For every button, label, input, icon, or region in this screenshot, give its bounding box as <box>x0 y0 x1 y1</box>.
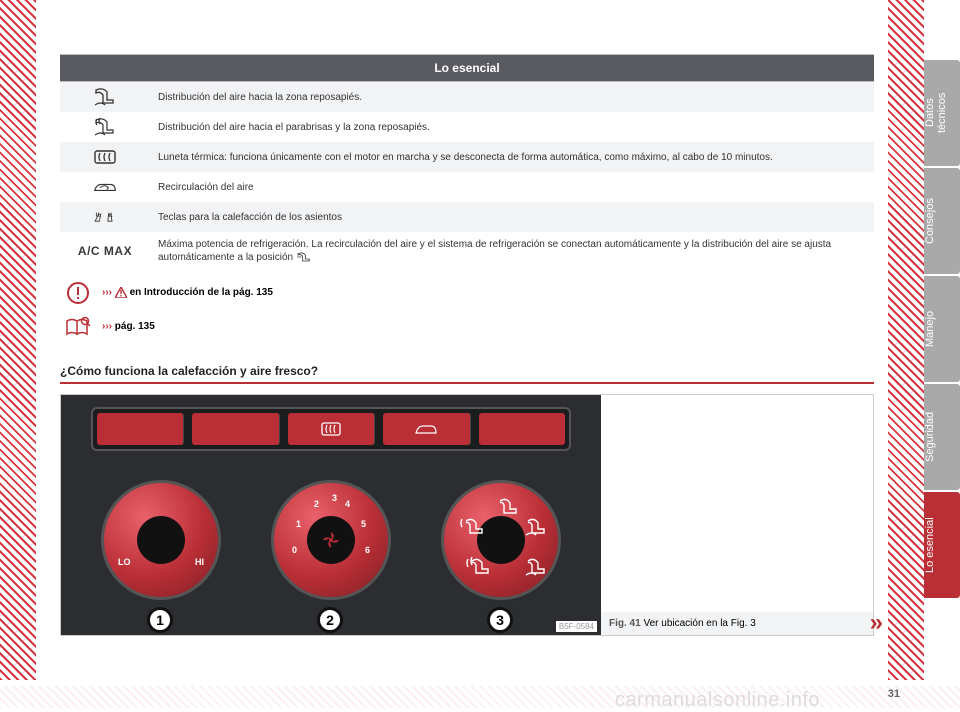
figure-number: Fig. 41 <box>609 618 641 629</box>
fan-num: 5 <box>361 519 366 529</box>
continued-icon: » <box>870 609 883 637</box>
table-row: Recirculación del aire <box>60 172 874 202</box>
reference-notes: ››› en Introducción de la pág. 135 ››› p… <box>60 276 874 342</box>
row-text: Distribución del aire hacia la zona repo… <box>150 85 874 110</box>
air-face-icon <box>296 251 312 263</box>
decor-hatch-right <box>888 0 924 680</box>
dial-lo-label: LO <box>118 557 131 567</box>
icon-description-table: Distribución del aire hacia la zona repo… <box>60 82 874 270</box>
fan-icon <box>307 516 355 564</box>
hvac-button <box>97 413 184 445</box>
section-header: Lo esencial <box>60 54 874 82</box>
ac-max-icon: A/C MAX <box>60 244 150 258</box>
row-text-span: Máxima potencia de refrigeración. La rec… <box>158 239 831 263</box>
warning-triangle-icon <box>115 287 127 298</box>
hvac-button <box>192 413 279 445</box>
hvac-panel-illustration: LO HI 0 1 2 3 4 5 6 <box>61 395 601 635</box>
side-tabs: Datos técnicos Consejos Manejo Seguridad… <box>924 60 960 600</box>
hvac-button-defrost <box>288 413 375 445</box>
warning-reference: ››› en Introducción de la pág. 135 <box>60 276 874 310</box>
manual-page: Datos técnicos Consejos Manejo Seguridad… <box>0 0 960 708</box>
tab-datos-tecnicos[interactable]: Datos técnicos <box>924 60 960 166</box>
callout-2: 2 <box>317 607 343 633</box>
fan-num: 1 <box>296 519 301 529</box>
subsection-heading: ¿Cómo funciona la calefacción y aire fre… <box>60 352 874 384</box>
tab-consejos[interactable]: Consejos <box>924 168 960 274</box>
hvac-button <box>479 413 565 445</box>
warning-ref-text: en Introducción de la pág. 135 <box>130 288 273 299</box>
tab-lo-esencial[interactable]: Lo esencial <box>924 492 960 598</box>
rear-defrost-icon <box>60 147 150 167</box>
fan-num: 6 <box>365 545 370 555</box>
figure-caption-area: Fig. 41 Ver ubicación en la Fig. 3 » <box>601 395 873 635</box>
figure-41: LO HI 0 1 2 3 4 5 6 <box>60 394 874 636</box>
dial-hi-label: HI <box>195 557 204 567</box>
row-text: Distribución del aire hacia el parabrisa… <box>150 115 874 140</box>
table-row: Luneta térmica: funciona únicamente con … <box>60 142 874 172</box>
chevrons: ››› <box>102 321 112 332</box>
distribution-glyphs <box>444 483 564 603</box>
tab-manejo[interactable]: Manejo <box>924 276 960 382</box>
callout-3: 3 <box>487 607 513 633</box>
decor-hatch-left <box>0 0 36 680</box>
figure-caption-text: Ver ubicación en la Fig. 3 <box>643 618 755 629</box>
figure-caption: Fig. 41 Ver ubicación en la Fig. 3 <box>601 612 873 635</box>
row-text: Teclas para la calefacción de los asient… <box>150 205 874 230</box>
row-text: Máxima potencia de refrigeración. La rec… <box>150 232 874 270</box>
row-text: Recirculación del aire <box>150 175 874 200</box>
air-distribution-dial <box>441 480 561 600</box>
fan-num: 2 <box>314 499 319 509</box>
temperature-dial: LO HI <box>101 480 221 600</box>
fan-num: 3 <box>332 493 337 503</box>
fan-num: 4 <box>345 499 350 509</box>
warning-circle-icon <box>60 282 96 304</box>
tab-seguridad[interactable]: Seguridad <box>924 384 960 490</box>
table-row: A/C MAX Máxima potencia de refrigeración… <box>60 232 874 270</box>
row-text: Luneta térmica: funciona únicamente con … <box>150 145 874 170</box>
fan-speed-dial: 0 1 2 3 4 5 6 <box>271 480 391 600</box>
chevrons: ››› <box>102 288 112 299</box>
seat-heating-icon <box>60 207 150 227</box>
page-number: 31 <box>888 688 900 700</box>
manual-ref-text: pág. 135 <box>115 321 155 332</box>
air-windshield-feet-icon <box>60 117 150 137</box>
table-row: Teclas para la calefacción de los asient… <box>60 202 874 232</box>
watermark: carmanualsonline.info <box>615 689 820 712</box>
hvac-button-recirc <box>383 413 470 445</box>
figure-code: B5F-0584 <box>556 621 597 632</box>
callout-1: 1 <box>147 607 173 633</box>
hvac-button-row <box>91 407 571 451</box>
page-content: Lo esencial Distribución del aire hacia … <box>60 54 874 672</box>
manual-reference: ››› pág. 135 <box>60 310 874 342</box>
manual-book-icon <box>60 316 96 336</box>
table-row: Distribución del aire hacia la zona repo… <box>60 82 874 112</box>
air-feet-icon <box>60 87 150 107</box>
table-row: Distribución del aire hacia el parabrisa… <box>60 112 874 142</box>
fan-num: 0 <box>292 545 297 555</box>
recirculation-icon <box>60 177 150 197</box>
